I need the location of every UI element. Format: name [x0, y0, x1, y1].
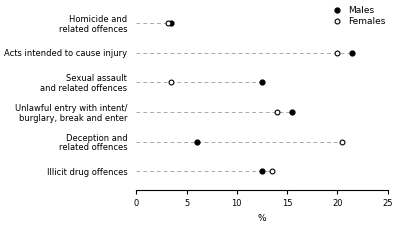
Females	[339, 140, 345, 143]
Females	[168, 81, 175, 84]
Males	[259, 81, 265, 84]
Females	[269, 169, 275, 173]
Males	[193, 140, 200, 143]
Females	[334, 51, 341, 55]
Females	[165, 22, 172, 25]
Males	[349, 51, 356, 55]
X-axis label: %: %	[258, 214, 266, 223]
Legend: Males, Females: Males, Females	[328, 6, 386, 26]
Males	[259, 169, 265, 173]
Males	[168, 22, 175, 25]
Males	[289, 110, 295, 114]
Females	[274, 110, 280, 114]
